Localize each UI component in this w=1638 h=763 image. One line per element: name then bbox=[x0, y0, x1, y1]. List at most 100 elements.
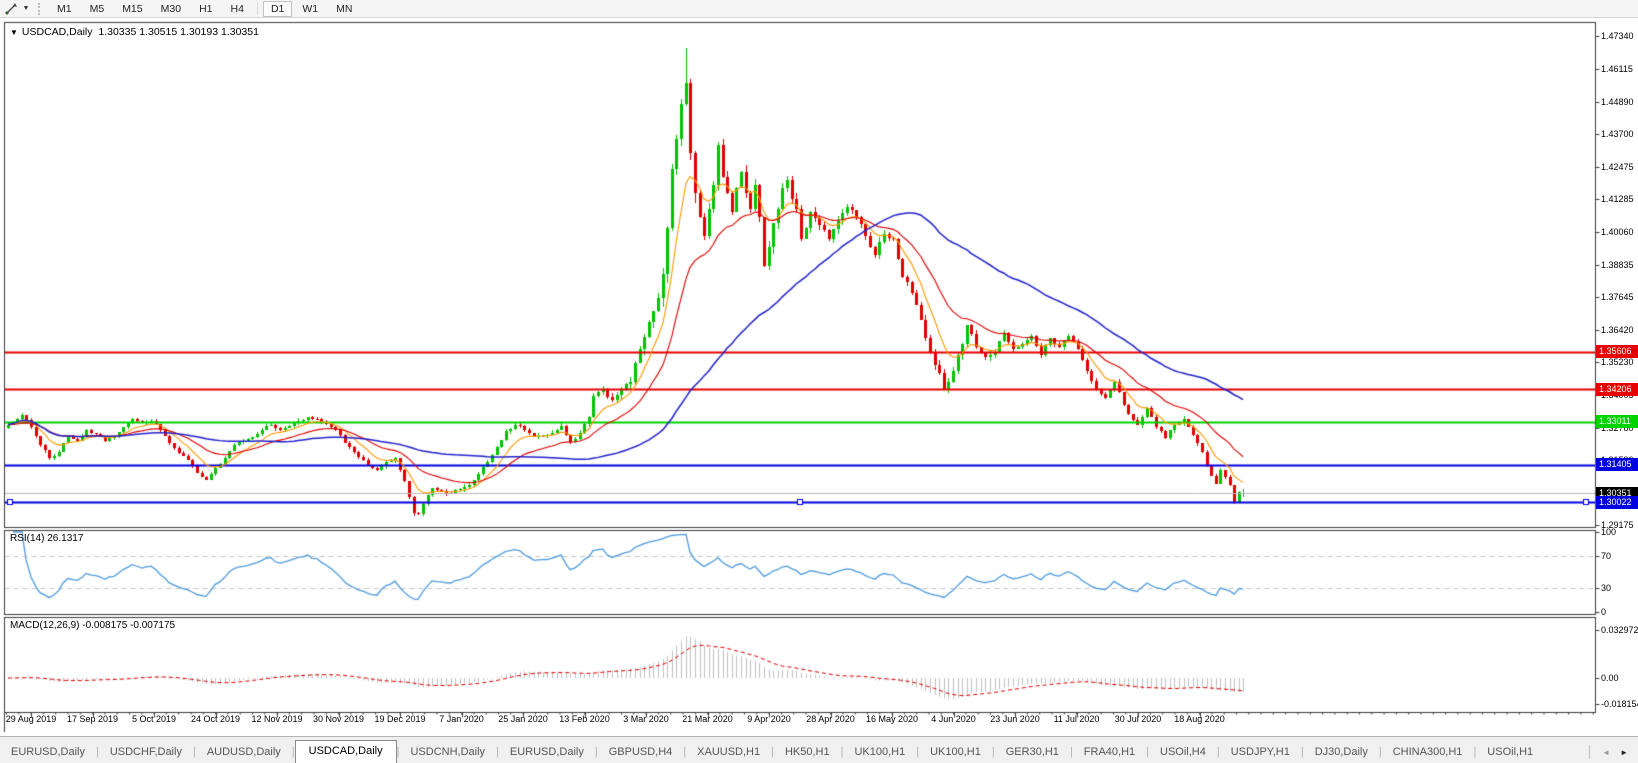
timeframe-m15[interactable]: M15 bbox=[122, 2, 143, 15]
price-axis-tick: 1.46115 bbox=[1601, 63, 1633, 74]
price-axis-tick: 1.38835 bbox=[1601, 259, 1634, 270]
date-axis-label: 29 Aug 2019 bbox=[5, 714, 57, 724]
rsi-axis-tick: 30 bbox=[1601, 583, 1612, 593]
tab-xauusd-h1[interactable]: XAUUSD,H1 bbox=[697, 746, 761, 758]
collapse-chart-icon[interactable]: ▼ bbox=[10, 28, 18, 37]
price-axis-tick: 1.36420 bbox=[1601, 324, 1634, 335]
tab-uk100-h1[interactable]: UK100,H1 bbox=[930, 746, 981, 758]
date-axis-label: 7 Jan 2020 bbox=[439, 714, 484, 724]
tab-eurusd-daily[interactable]: EURUSD,Daily bbox=[11, 746, 85, 758]
date-axis-label: 18 Aug 2020 bbox=[1174, 714, 1225, 724]
tab-fra40-h1[interactable]: FRA40,H1 bbox=[1083, 746, 1136, 758]
tab-audusd-daily[interactable]: AUDUSD,Daily bbox=[206, 746, 281, 758]
price-axis-tick: 1.40060 bbox=[1601, 226, 1634, 237]
date-axis-label: 3 Mar 2020 bbox=[623, 714, 669, 724]
timeframe-w1[interactable]: W1 bbox=[302, 2, 319, 15]
timeframe-m1[interactable]: M1 bbox=[57, 2, 72, 15]
macd-axis-tick: -0.018154 bbox=[1601, 699, 1638, 710]
tool-dropdown-caret[interactable]: ▼ bbox=[22, 5, 30, 12]
date-axis-label: 30 Nov 2019 bbox=[312, 714, 365, 724]
date-axis-label: 21 Mar 2020 bbox=[682, 714, 733, 724]
tab-scroll-right-icon[interactable]: ► bbox=[1620, 747, 1628, 757]
tab-separator: | bbox=[396, 746, 400, 758]
tab-separator: | bbox=[991, 746, 995, 758]
timeframe-d1[interactable]: D1 bbox=[262, 0, 293, 17]
date-axis-label: 12 Nov 2019 bbox=[251, 714, 303, 724]
timeframe-mn[interactable]: MN bbox=[336, 2, 353, 15]
chart-symbol-label: USDCAD,Daily bbox=[21, 26, 93, 38]
date-axis-label: 24 Oct 2019 bbox=[190, 714, 241, 724]
price-axis-tick: 1.29175 bbox=[1601, 519, 1634, 530]
tab-eurusd-daily[interactable]: EURUSD,Daily bbox=[509, 746, 584, 758]
line-tool-icon[interactable] bbox=[2, 1, 20, 16]
price-axis-tick: 1.43700 bbox=[1601, 128, 1634, 139]
tab-separator: | bbox=[291, 746, 295, 758]
tab-usoil-h4[interactable]: USOil,H4 bbox=[1160, 746, 1206, 758]
price-axis-tick: 1.47340 bbox=[1601, 31, 1634, 41]
macd-axis-tick: 0.00 bbox=[1601, 673, 1619, 683]
macd-label: MACD(12,26,9) -0.008175 -0.007175 bbox=[10, 620, 176, 631]
date-axis-label: 19 Dec 2019 bbox=[374, 714, 426, 724]
chart-ohlc-values: 1.30335 1.30515 1.30193 1.30351 bbox=[98, 26, 259, 38]
tab-usdjpy-h1[interactable]: USDJPY,H1 bbox=[1230, 746, 1290, 758]
tab-china300-h1[interactable]: CHINA300,H1 bbox=[1392, 746, 1463, 758]
tab-separator: | bbox=[192, 746, 196, 758]
hline-price-badge: 1.33011 bbox=[1596, 415, 1638, 429]
date-axis-label: 16 May 2020 bbox=[865, 714, 919, 724]
tab-ger30-h1[interactable]: GER30,H1 bbox=[1005, 746, 1059, 758]
rsi-axis-tick: 100 bbox=[1601, 527, 1617, 537]
tab-separator: | bbox=[1300, 746, 1304, 758]
tab-dj30-daily[interactable]: DJ30,Daily bbox=[1314, 746, 1368, 758]
price-axis-tick: 1.44890 bbox=[1601, 96, 1634, 107]
toolbar-grip[interactable] bbox=[38, 2, 44, 15]
tab-separator: | bbox=[840, 746, 844, 758]
rsi-label: RSI(14) 26.1317 bbox=[10, 533, 84, 544]
tab-separator: | bbox=[1069, 746, 1073, 758]
tab-usoil-h1[interactable]: USOil,H1 bbox=[1487, 746, 1534, 758]
macd-axis-tick: 0.032972 bbox=[1601, 625, 1638, 636]
hline-price-badge: 1.34206 bbox=[1596, 382, 1638, 396]
date-axis-label: 28 Apr 2020 bbox=[806, 714, 855, 724]
symbol-tab-bar: EURUSD,Daily | USDCHF,Daily | AUDUSD,Daily | U… bbox=[0, 736, 1638, 763]
timeframe-h1[interactable]: H1 bbox=[199, 2, 213, 15]
chart-title: ▼ USDCAD,Daily 1.30335 1.30515 1.30193 1.… bbox=[10, 26, 259, 38]
date-axis-label: 13 Feb 2020 bbox=[559, 714, 610, 724]
tab-separator: | bbox=[1378, 746, 1382, 758]
tab-divider bbox=[1589, 745, 1591, 759]
tab-separator: | bbox=[95, 746, 99, 758]
rsi-axis-tick: 0 bbox=[1601, 607, 1607, 617]
toolbar: ▼ M1 M5 M15 M30 H1 H4 D1 W1 MN bbox=[0, 0, 1638, 18]
date-axis-label: 11 Jul 2020 bbox=[1053, 714, 1100, 724]
toolbar-group-divider bbox=[256, 2, 258, 15]
tab-separator: | bbox=[1473, 746, 1477, 758]
tabs-holder: EURUSD,Daily | USDCHF,Daily | AUDUSD,Daily | U… bbox=[0, 740, 1544, 763]
price-axis-tick: 1.35230 bbox=[1601, 356, 1634, 367]
price-axis-tick: 1.42475 bbox=[1601, 161, 1634, 172]
timeframe-m30[interactable]: M30 bbox=[160, 2, 182, 15]
date-axis-label: 17 Sep 2019 bbox=[66, 714, 119, 724]
date-axis-label: 30 Jul 2020 bbox=[1114, 714, 1162, 724]
tab-separator: | bbox=[771, 746, 774, 758]
tab-usdcnh-daily[interactable]: USDCNH,Daily bbox=[410, 746, 486, 758]
tab-uk100-h1[interactable]: UK100,H1 bbox=[854, 746, 906, 758]
tab-separator: | bbox=[1216, 746, 1220, 758]
date-axis-label: 5 Oct 2019 bbox=[131, 714, 177, 724]
tab-gbpusd-h4[interactable]: GBPUSD,H4 bbox=[608, 746, 673, 758]
tab-separator: | bbox=[916, 746, 920, 758]
date-axis-label: 4 Jun 2020 bbox=[931, 714, 976, 724]
tab-hk50-h1[interactable]: HK50,H1 bbox=[784, 746, 830, 758]
hline-price-badge: 1.31405 bbox=[1596, 458, 1638, 472]
tab-separator: | bbox=[1146, 746, 1150, 758]
date-axis-label: 9 Apr 2020 bbox=[747, 714, 791, 724]
rsi-axis-tick: 70 bbox=[1601, 551, 1612, 561]
tab-usdchf-daily[interactable]: USDCHF,Daily bbox=[109, 746, 182, 758]
timeframe-m5[interactable]: M5 bbox=[89, 2, 105, 15]
tab-separator: | bbox=[496, 746, 499, 758]
tab-usdcad-daily[interactable]: USDCAD,Daily bbox=[294, 740, 397, 763]
hline-price-badge: 1.30022 bbox=[1596, 495, 1638, 509]
timeframe-h4[interactable]: H4 bbox=[230, 2, 244, 15]
timeframe-buttons: M1 M5 M15 M30 H1 H4 D1 W1 MN bbox=[48, 0, 361, 17]
tab-scroll-left-icon[interactable]: ◄ bbox=[1602, 747, 1611, 757]
tab-scroll-controls: ◄ ► bbox=[1581, 745, 1638, 763]
